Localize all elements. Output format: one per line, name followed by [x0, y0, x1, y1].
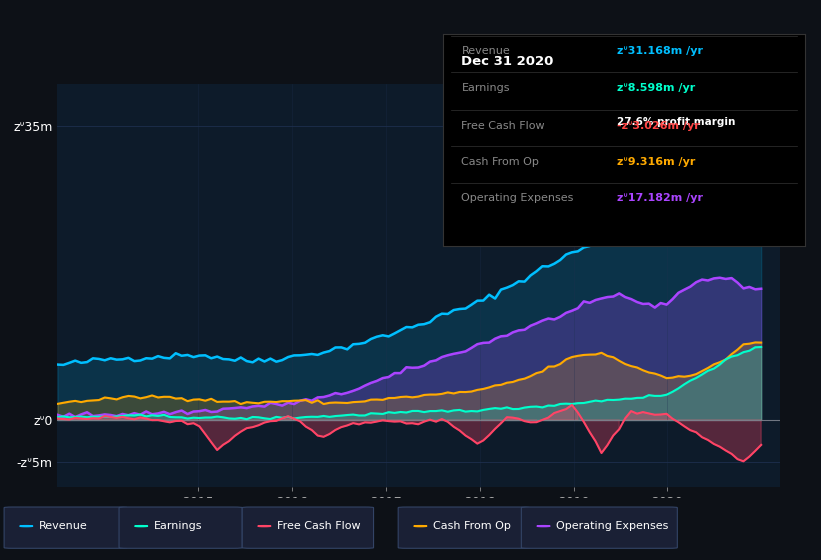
- Text: Free Cash Flow: Free Cash Flow: [461, 121, 545, 131]
- Text: Free Cash Flow: Free Cash Flow: [277, 521, 360, 531]
- Text: Operating Expenses: Operating Expenses: [461, 193, 574, 203]
- FancyBboxPatch shape: [521, 507, 677, 548]
- Text: Earnings: Earnings: [461, 82, 510, 92]
- Text: Earnings: Earnings: [154, 521, 202, 531]
- Text: Revenue: Revenue: [39, 521, 87, 531]
- Text: zᐡ8.598m /yr: zᐡ8.598m /yr: [617, 82, 695, 92]
- Text: 27.6% profit margin: 27.6% profit margin: [617, 116, 735, 127]
- Text: Dec 31 2020: Dec 31 2020: [461, 55, 554, 68]
- Text: Revenue: Revenue: [461, 46, 510, 57]
- Text: zᐡ17.182m /yr: zᐡ17.182m /yr: [617, 193, 703, 203]
- FancyBboxPatch shape: [398, 507, 530, 548]
- FancyBboxPatch shape: [242, 507, 374, 548]
- Text: zᐡ9.316m /yr: zᐡ9.316m /yr: [617, 157, 695, 167]
- Text: Operating Expenses: Operating Expenses: [556, 521, 668, 531]
- FancyBboxPatch shape: [119, 507, 242, 548]
- Text: Cash From Op: Cash From Op: [433, 521, 511, 531]
- Text: -zᐡ3.026m /yr: -zᐡ3.026m /yr: [617, 121, 699, 131]
- Text: zᐡ31.168m /yr: zᐡ31.168m /yr: [617, 46, 703, 57]
- FancyBboxPatch shape: [4, 507, 127, 548]
- Text: Cash From Op: Cash From Op: [461, 157, 539, 167]
